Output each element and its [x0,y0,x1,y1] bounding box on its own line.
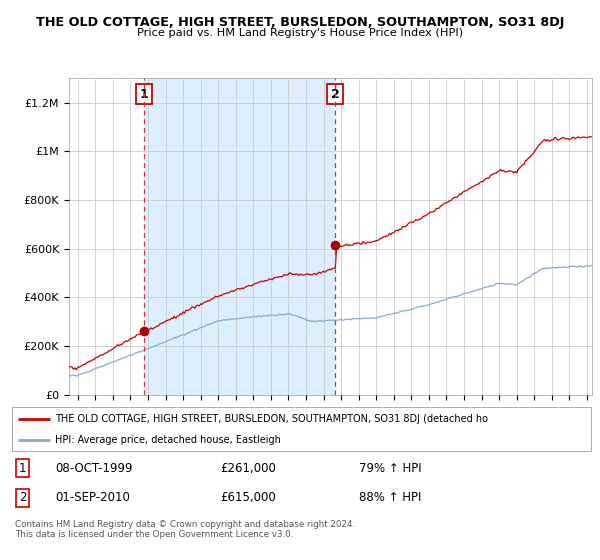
Text: 88% ↑ HPI: 88% ↑ HPI [359,491,422,505]
Text: 2: 2 [19,491,26,505]
Text: 2: 2 [331,88,340,101]
Text: Contains HM Land Registry data © Crown copyright and database right 2024.
This d: Contains HM Land Registry data © Crown c… [15,520,355,539]
Text: Price paid vs. HM Land Registry's House Price Index (HPI): Price paid vs. HM Land Registry's House … [137,28,463,38]
Text: 79% ↑ HPI: 79% ↑ HPI [359,462,422,475]
Text: £615,000: £615,000 [220,491,276,505]
Text: 08-OCT-1999: 08-OCT-1999 [55,462,133,475]
Text: THE OLD COTTAGE, HIGH STREET, BURSLEDON, SOUTHAMPTON, SO31 8DJ (detached ho: THE OLD COTTAGE, HIGH STREET, BURSLEDON,… [55,414,488,424]
Text: 1: 1 [19,462,26,475]
Text: 1: 1 [140,88,148,101]
Text: £261,000: £261,000 [220,462,277,475]
Bar [144,78,335,395]
Text: THE OLD COTTAGE, HIGH STREET, BURSLEDON, SOUTHAMPTON, SO31 8DJ: THE OLD COTTAGE, HIGH STREET, BURSLEDON,… [36,16,564,29]
Text: 01-SEP-2010: 01-SEP-2010 [55,491,130,505]
Text: HPI: Average price, detached house, Eastleigh: HPI: Average price, detached house, East… [55,435,281,445]
